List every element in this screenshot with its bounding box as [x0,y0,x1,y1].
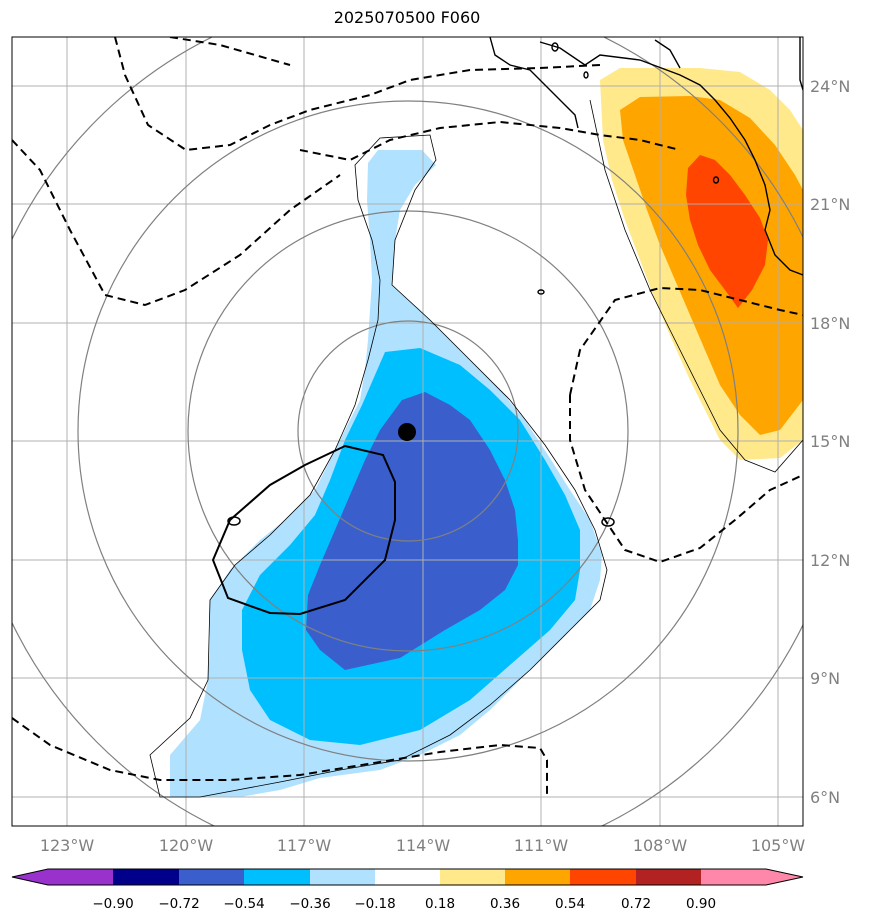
latitude-labels: 24°N 21°N 18°N 15°N 12°N 9°N 6°N [810,77,850,807]
colorbar-segment [113,869,179,885]
lat-label-6n: 6°N [810,788,840,807]
colorbar-tick-label: 0.72 [621,896,651,912]
colorbar-tick-label: −0.90 [92,896,133,912]
colorbar-segment [179,869,244,885]
colorbar-tick-label: 0.90 [686,896,716,912]
anomaly-fill-red-orange [686,155,768,308]
solid-contour [211,444,396,616]
thin-contour-outline [149,134,608,798]
colorbar-tick-label: 0.18 [425,896,455,912]
colorbar-tick-label: −0.36 [289,896,330,912]
map-title: 2025070500 F060 [333,8,481,27]
colorbar-segment [12,869,113,885]
map-frame [11,36,804,827]
contour-small-loop-west [227,516,241,526]
colorbar-tick-label: 0.36 [490,896,520,912]
colorbar: −0.90 −0.72 −0.54 −0.36 −0.18 0.18 0.36 … [11,868,804,912]
lat-label-21n: 21°N [810,195,850,214]
colorbar-segment [375,869,440,885]
lon-label-117w: 117°W [277,836,332,855]
lat-label-9n: 9°N [810,669,840,688]
colorbar-segments [11,868,804,886]
thin-contour-east [589,99,803,473]
colorbar-segment [570,869,636,885]
lon-label-108w: 108°W [633,836,688,855]
lat-label-12n: 12°N [810,551,850,570]
anomaly-fill-dark-blue [306,392,518,670]
lon-label-111w: 111°W [514,836,569,855]
lat-lon-grid [12,37,803,826]
colorbar-tick-label: 0.54 [555,896,585,912]
lat-label-15n: 15°N [810,432,850,451]
colorbar-outline [11,868,804,886]
dashed-contours [12,37,803,797]
colorbar-tick-label: −0.18 [354,896,395,912]
colorbar-segment [244,869,310,885]
colorbar-segment [505,869,570,885]
colorbar-tick-label: −0.72 [158,896,199,912]
storm-center-marker [398,423,416,441]
lon-label-120w: 120°W [159,836,214,855]
colorbar-ticks: −0.90 −0.72 −0.54 −0.36 −0.18 0.18 0.36 … [92,896,716,912]
contour-small-loop-east [601,517,615,527]
lon-label-123w: 123°W [40,836,95,855]
colorbar-tick-label: −0.54 [223,896,264,912]
lat-label-24n: 24°N [810,77,850,96]
colorbar-segment [310,869,375,885]
colorbar-segment [636,869,701,885]
colorbar-segment [701,869,803,885]
lon-label-105w: 105°W [751,836,806,855]
range-rings [12,37,803,826]
lon-label-114w: 114°W [396,836,451,855]
colorbar-segment [440,869,505,885]
longitude-labels: 123°W 120°W 117°W 114°W 111°W 108°W 105°… [40,836,806,855]
lat-label-18n: 18°N [810,314,850,333]
coastline [489,37,803,295]
map-plot-area [12,37,803,826]
